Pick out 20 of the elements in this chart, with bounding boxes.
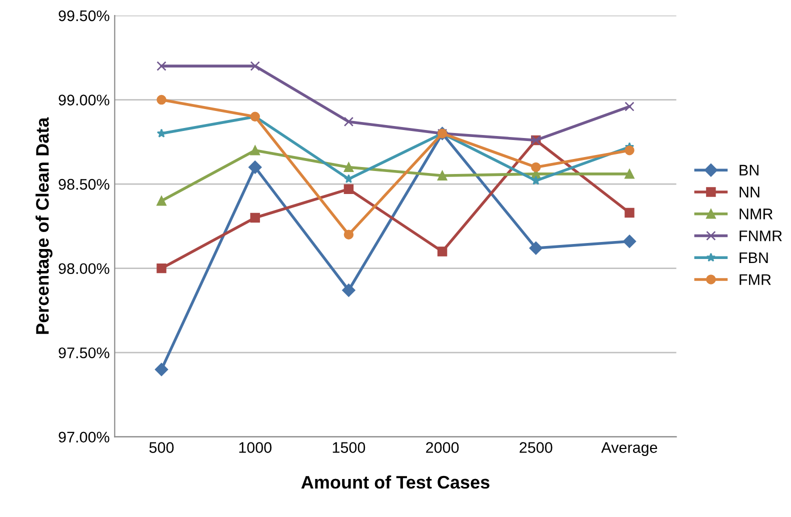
y-tick-label: 97.50% [58,347,110,358]
x-tick-label: 2500 [520,442,552,453]
x-tick-label: 2000 [426,442,459,453]
y-tick-label: 99.50% [58,10,110,22]
y-tick-label: 98.50% [58,178,110,190]
x-tick-label: 1000 [239,442,272,453]
legend-label: BN [740,164,758,176]
y-tick-label: 97.00% [58,432,110,443]
legend-label: NN [740,186,760,198]
y-axis-title: Percentage of Clean Data [36,117,52,334]
legend-label: NMR [740,208,773,220]
x-axis-title: Amount of Test Cases [301,475,490,489]
legend-label: FMR [740,274,771,285]
x-tick-label: Average [601,442,658,456]
x-tick-label: 500 [149,442,174,453]
x-tick-label: 1500 [332,442,366,453]
legend-label: FNMR [740,230,782,242]
y-tick-label: 98.00% [58,263,110,274]
legend-label: FBN [740,252,768,263]
y-tick-label: 99.00% [58,94,110,106]
